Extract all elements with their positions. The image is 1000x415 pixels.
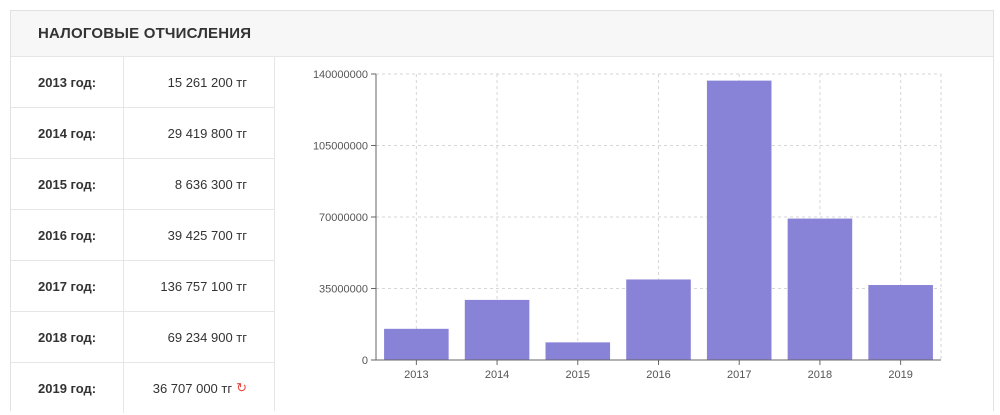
- year-label: 2017 год:: [11, 261, 124, 311]
- table-row: 2014 год: 29 419 800 тг: [11, 108, 274, 159]
- amount-value: 39 425 700 тг: [167, 227, 247, 243]
- year-label: 2013 год:: [11, 57, 124, 107]
- panel-title: НАЛОГОВЫЕ ОТЧИСЛЕНИЯ: [38, 25, 252, 42]
- y-tick-label: 0: [362, 355, 368, 367]
- bar-2018: [787, 218, 853, 360]
- bar-2015: [545, 342, 611, 360]
- tax-table: 2013 год: 15 261 200 тг 2014 год: 29 419…: [11, 57, 275, 413]
- tax-panel: НАЛОГОВЫЕ ОТЧИСЛЕНИЯ 2013 год: 15 261 20…: [10, 10, 994, 413]
- table-row: 2018 год: 69 234 900 тг: [11, 312, 274, 363]
- x-tick-label: 2018: [808, 369, 832, 381]
- amount-text: 36 707 000 тг: [152, 380, 233, 396]
- year-label: 2018 год:: [11, 312, 124, 362]
- amount-value: 69 234 900 тг: [167, 329, 247, 345]
- x-tick-label: 2017: [727, 369, 751, 381]
- bar-2016: [626, 279, 691, 360]
- table-row: 2016 год: 39 425 700 тг: [11, 210, 274, 261]
- table-row: 2017 год: 136 757 100 тг: [11, 261, 274, 312]
- table-row: 2015 год: 8 636 300 тг: [11, 159, 274, 210]
- amount-value: 136 757 100 тг: [160, 278, 247, 294]
- bar-2019: [868, 285, 933, 360]
- x-tick-label: 2013: [404, 369, 428, 381]
- amount-value: 29 419 800 тг: [167, 125, 247, 141]
- y-tick-label: 35000000: [319, 284, 368, 296]
- y-tick-label: 70000000: [319, 212, 368, 224]
- amount-value: 36 707 000 тг ↻: [124, 363, 274, 413]
- x-tick-label: 2019: [888, 369, 912, 381]
- amount-value: 15 261 200 тг: [167, 74, 247, 90]
- y-tick-label: 105000000: [313, 141, 368, 153]
- amount-value: 8 636 300 тг: [174, 176, 247, 192]
- table-row: 2013 год: 15 261 200 тг: [11, 57, 274, 108]
- tax-bar-chart: 0 35000000 70000000 105000000 140000000 2013 2…: [313, 69, 942, 381]
- bar-2014: [464, 299, 530, 360]
- table-row: 2019 год: 36 707 000 тг ↻: [11, 363, 274, 413]
- year-label: 2015 год:: [11, 159, 124, 209]
- refresh-icon[interactable]: ↻: [236, 380, 247, 395]
- year-label: 2019 год:: [11, 363, 124, 413]
- bar-2013: [384, 328, 449, 360]
- bar-2017: [706, 80, 772, 360]
- year-label: 2016 год:: [11, 210, 124, 260]
- year-label: 2014 год:: [11, 108, 124, 158]
- x-tick-label: 2014: [485, 369, 509, 381]
- y-tick-label: 140000000: [313, 69, 368, 81]
- x-tick-label: 2015: [566, 369, 590, 381]
- x-tick-label: 2016: [646, 369, 670, 381]
- panel-header: НАЛОГОВЫЕ ОТЧИСЛЕНИЯ: [11, 11, 993, 57]
